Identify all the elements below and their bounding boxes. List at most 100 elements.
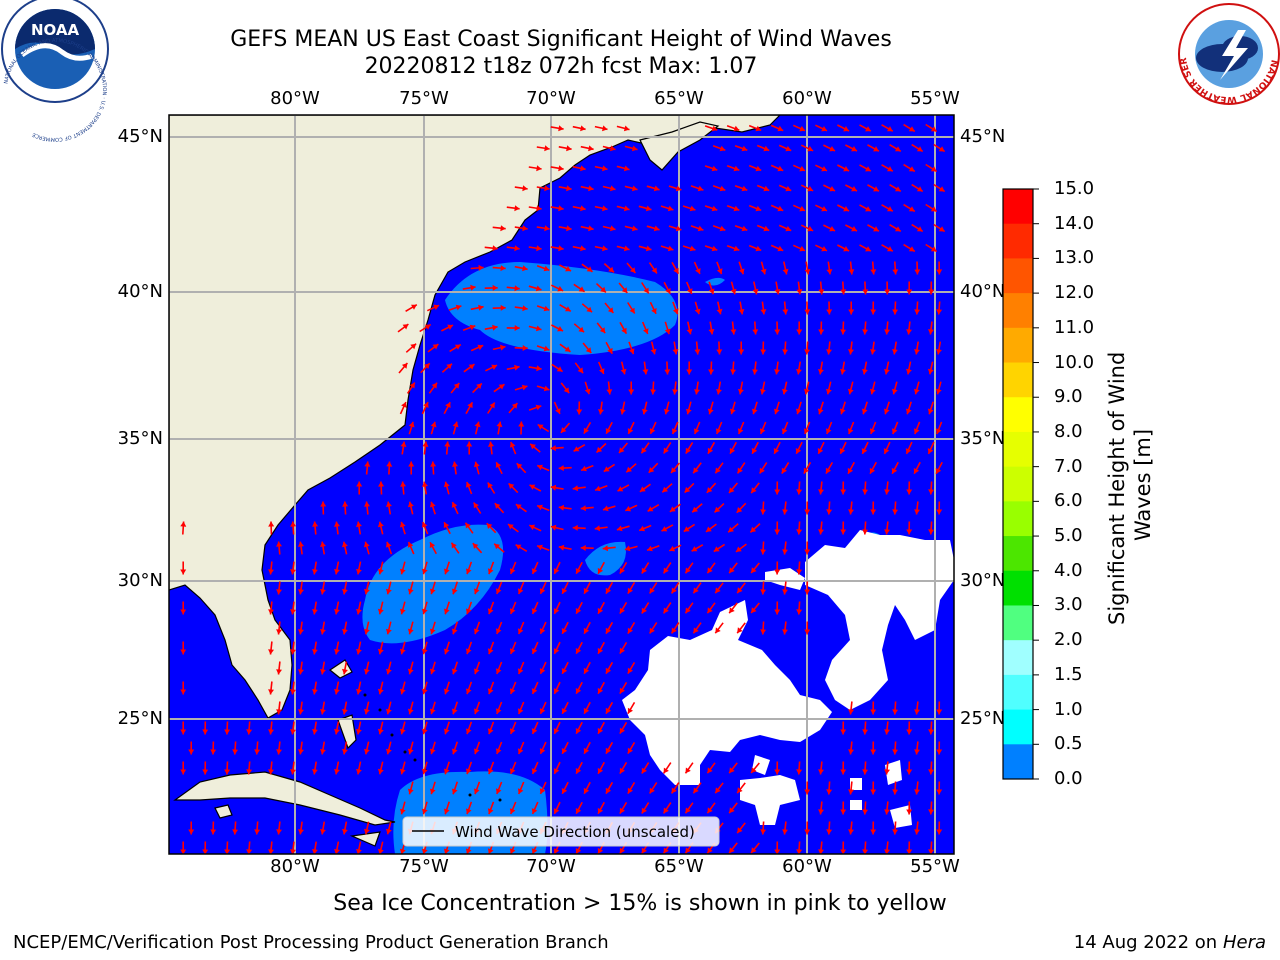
direction-arrow-head xyxy=(737,787,743,794)
direction-arrow-head xyxy=(650,389,657,395)
direction-arrow-head xyxy=(487,648,494,655)
direction-arrow-head xyxy=(377,768,384,775)
direction-arrow-head xyxy=(537,424,544,430)
direction-arrow-head xyxy=(826,829,833,835)
direction-arrow-head xyxy=(312,649,318,655)
direction-arrow-head xyxy=(643,328,649,334)
direction-arrow-head xyxy=(443,648,450,655)
direction-arrow-head xyxy=(627,428,634,434)
direction-arrow-head xyxy=(356,768,362,775)
direction-arrow-head xyxy=(298,829,304,835)
direction-arrow-head xyxy=(643,287,649,294)
direction-arrow-head xyxy=(892,349,898,355)
direction-arrow-head xyxy=(796,289,803,295)
lat-label-left-30n: 30°N xyxy=(117,570,163,591)
colorbar xyxy=(1003,188,1039,780)
direction-arrow-head xyxy=(719,225,726,232)
colorbar-tick-label: 11.0 xyxy=(1054,316,1095,338)
direction-arrow-head xyxy=(268,769,274,775)
direction-arrow-head xyxy=(641,847,647,854)
direction-arrow-head xyxy=(509,441,516,448)
sea-ice-note-text: Sea Ice Concentration > 15% is shown in … xyxy=(333,891,947,916)
direction-arrow-head xyxy=(342,628,348,635)
direction-arrow-head xyxy=(693,627,699,634)
direction-arrow-head xyxy=(685,447,691,454)
colorbar-segment xyxy=(1003,674,1033,711)
direction-arrow-head xyxy=(575,728,582,734)
direction-arrow-head xyxy=(342,828,348,835)
direction-arrow-head xyxy=(603,505,609,512)
direction-arrow-head xyxy=(588,225,594,232)
direction-arrow-head xyxy=(465,848,472,854)
direction-arrow-head xyxy=(760,349,767,355)
direction-arrow-head xyxy=(649,587,655,594)
direction-arrow-head xyxy=(451,542,457,549)
direction-arrow-head xyxy=(487,568,494,575)
direction-arrow-head xyxy=(602,245,608,252)
direction-arrow-head xyxy=(224,729,231,735)
direction-arrow-head xyxy=(232,749,239,755)
direction-arrow-head xyxy=(356,568,362,575)
direction-arrow-head xyxy=(906,849,913,854)
direction-arrow-head xyxy=(671,627,677,634)
lat-label-left-45n: 45°N xyxy=(117,126,163,147)
direction-arrow-head xyxy=(431,382,437,389)
direction-arrow-head xyxy=(276,709,282,715)
direction-arrow-head xyxy=(627,707,633,714)
direction-arrow-head xyxy=(583,627,590,634)
direction-arrow-head xyxy=(564,346,571,352)
direction-arrow-head xyxy=(422,441,429,447)
colorbar-segment xyxy=(1003,501,1033,537)
direction-arrow-head xyxy=(870,349,876,355)
direction-arrow-head xyxy=(543,265,550,272)
direction-arrow-head xyxy=(773,448,780,454)
direction-arrow-head xyxy=(290,729,296,735)
direction-arrow-head xyxy=(342,708,348,715)
direction-arrow-head xyxy=(602,545,609,552)
direction-arrow-head xyxy=(495,748,502,754)
direction-arrow-head xyxy=(641,408,648,415)
direction-arrow-head xyxy=(399,648,406,655)
direction-arrow-head xyxy=(575,768,582,774)
direction-arrow-head xyxy=(276,669,282,675)
direction-arrow-head xyxy=(626,466,632,473)
direction-arrow-head xyxy=(573,446,580,452)
direction-arrow-head xyxy=(561,708,568,714)
direction-arrow-head xyxy=(862,529,869,535)
direction-arrow-head xyxy=(514,285,520,292)
direction-arrow-head xyxy=(356,848,362,854)
direction-arrow-head xyxy=(320,541,326,547)
direction-arrow-head xyxy=(572,485,579,492)
direction-arrow-head xyxy=(693,587,699,594)
direction-arrow-head xyxy=(914,269,921,275)
direction-arrow-head xyxy=(796,849,803,854)
direction-arrow-head xyxy=(648,467,655,473)
direction-arrow-head xyxy=(935,388,942,395)
direction-arrow-head xyxy=(760,309,767,315)
direction-arrow-head xyxy=(500,344,506,351)
direction-arrow-head xyxy=(455,304,462,311)
colorbar-segment xyxy=(1003,362,1033,398)
direction-arrow-head xyxy=(892,709,899,715)
direction-arrow-head xyxy=(774,369,780,375)
direction-arrow-head xyxy=(715,627,721,634)
direction-arrow-head xyxy=(575,688,582,694)
direction-arrow-head xyxy=(869,428,876,434)
colorbar-title-line1: Significant Height of Wind xyxy=(1105,352,1129,625)
direction-arrow-head xyxy=(825,388,832,395)
direction-arrow-head xyxy=(536,165,542,172)
direction-arrow-head xyxy=(848,829,854,835)
direction-arrow-head xyxy=(936,269,943,275)
direction-arrow-head xyxy=(738,349,745,355)
direction-arrow-head xyxy=(619,647,625,654)
direction-arrow-head xyxy=(492,324,498,331)
direction-arrow-head xyxy=(421,688,428,695)
direction-arrow-head xyxy=(312,689,318,695)
direction-arrow-head xyxy=(729,767,735,774)
direction-arrow-head xyxy=(385,748,392,755)
direction-arrow-head xyxy=(938,226,945,232)
direction-arrow-head xyxy=(930,166,937,172)
direction-arrow-head xyxy=(356,608,362,615)
direction-arrow-head xyxy=(848,749,854,755)
direction-arrow-head xyxy=(892,509,899,515)
